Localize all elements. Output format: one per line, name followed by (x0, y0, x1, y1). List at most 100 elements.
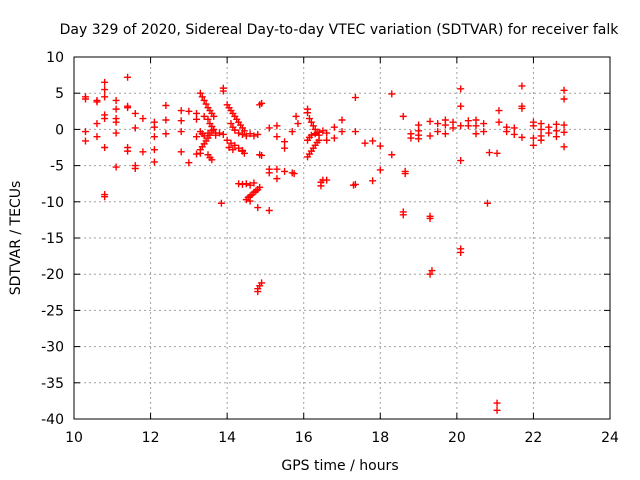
data-point (196, 149, 204, 157)
data-point (369, 177, 377, 185)
data-point (198, 93, 206, 101)
data-point (101, 193, 109, 201)
data-point (250, 132, 258, 140)
data-point (434, 120, 442, 128)
data-point (441, 121, 449, 129)
data-point (273, 122, 281, 130)
data-point (93, 120, 101, 128)
y-tick-label: -15 (41, 231, 64, 247)
data-point (311, 130, 319, 138)
data-point (426, 214, 434, 222)
data-point (493, 149, 501, 157)
data-point (480, 128, 488, 136)
data-point (124, 73, 132, 81)
data-point (510, 124, 518, 132)
data-point (139, 115, 147, 123)
data-point (281, 167, 289, 175)
data-point (246, 181, 254, 189)
x-tick-label: 20 (448, 430, 466, 446)
data-point (231, 126, 239, 134)
data-point (250, 179, 258, 187)
data-point (150, 123, 158, 131)
data-point (240, 149, 248, 157)
data-point (200, 96, 208, 104)
data-point (560, 121, 568, 129)
data-point (177, 117, 185, 125)
data-point (529, 134, 537, 142)
data-point (330, 134, 338, 142)
data-point (101, 115, 109, 123)
data-point (265, 169, 273, 177)
y-tick-label: -30 (41, 340, 64, 356)
data-point (338, 128, 346, 136)
y-tick-label: -25 (41, 303, 64, 319)
data-point (493, 406, 501, 414)
data-point (256, 183, 264, 191)
data-point (101, 78, 109, 86)
data-point (150, 158, 158, 166)
x-tick-label: 24 (601, 430, 619, 446)
data-point (560, 143, 568, 151)
data-point (139, 148, 147, 156)
data-point (480, 120, 488, 128)
data-point (210, 112, 218, 120)
data-point (215, 129, 223, 137)
data-point (235, 144, 243, 152)
data-point (294, 120, 302, 128)
data-point (307, 131, 315, 139)
data-point (177, 148, 185, 156)
data-point (376, 166, 384, 174)
data-point (112, 118, 120, 126)
data-point (217, 199, 225, 207)
data-point (193, 115, 201, 123)
grid-lines (74, 57, 610, 419)
data-point (426, 270, 434, 278)
data-point (472, 130, 480, 138)
data-point (177, 128, 185, 136)
data-point (202, 100, 210, 108)
y-tick-labels: 10 5 0 -5 -10 -15 -20 -25 -30 -35 -40 (41, 50, 64, 428)
data-point (518, 104, 526, 112)
data-point (200, 132, 208, 140)
data-point (319, 127, 327, 135)
axis-ticks (73, 56, 611, 420)
data-point (223, 136, 231, 144)
data-point (281, 138, 289, 146)
data-point (292, 112, 300, 120)
data-point (529, 141, 537, 149)
data-point (81, 137, 89, 145)
data-point (369, 137, 377, 145)
data-point (351, 128, 359, 136)
data-point (495, 107, 503, 115)
data-point (101, 86, 109, 94)
data-point (351, 94, 359, 102)
x-tick-label: 10 (65, 430, 83, 446)
y-tick-label: -40 (41, 412, 64, 428)
data-point (254, 288, 262, 296)
data-point (235, 129, 243, 137)
data-point (457, 122, 465, 130)
data-point (112, 129, 120, 137)
data-point (206, 131, 214, 139)
data-point (112, 105, 120, 113)
data-point (399, 211, 407, 219)
data-point (81, 95, 89, 103)
data-point (529, 122, 537, 130)
y-tick-label: -20 (41, 267, 64, 283)
data-point (124, 104, 132, 112)
data-point (273, 165, 281, 173)
data-point (464, 122, 472, 130)
data-point (131, 164, 139, 172)
data-point (124, 147, 132, 155)
data-point (177, 107, 185, 115)
data-point (258, 279, 266, 287)
data-point (495, 118, 503, 126)
y-tick-label: 10 (46, 50, 64, 66)
data-point (238, 130, 246, 138)
data-point (81, 128, 89, 136)
data-point (288, 128, 296, 136)
data-point (537, 125, 545, 133)
data-point (493, 399, 501, 407)
data-point (193, 150, 201, 158)
data-point (229, 146, 237, 154)
